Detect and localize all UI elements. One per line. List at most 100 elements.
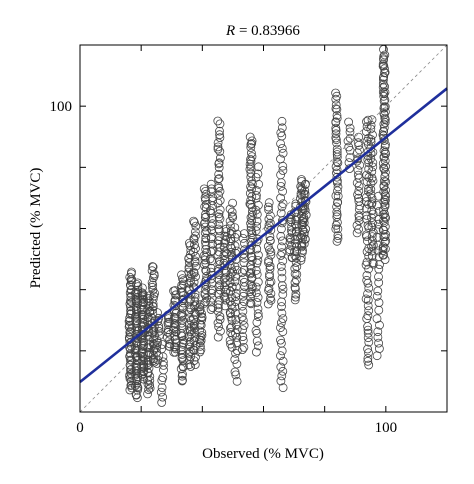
- data-point: [206, 187, 216, 197]
- data-point: [178, 362, 188, 372]
- data-point: [379, 133, 389, 143]
- data-point: [378, 79, 388, 89]
- data-point: [300, 234, 310, 244]
- identity-line: [79, 44, 448, 413]
- data-point: [147, 319, 157, 329]
- data-point: [230, 262, 240, 272]
- data-point: [197, 331, 207, 340]
- data-point: [214, 169, 224, 179]
- data-point: [277, 123, 287, 133]
- data-point: [278, 289, 288, 299]
- data-point: [266, 250, 276, 260]
- data-point: [363, 295, 373, 305]
- data-point: [245, 132, 255, 142]
- data-point: [251, 347, 261, 357]
- data-point: [266, 289, 276, 299]
- data-point: [251, 265, 261, 275]
- data-point: [380, 113, 390, 123]
- data-point: [295, 194, 305, 204]
- data-point: [227, 211, 237, 221]
- data-point: [253, 341, 263, 351]
- data-point: [254, 162, 263, 172]
- data-point: [143, 368, 153, 378]
- data-point: [378, 242, 388, 252]
- data-point: [188, 345, 198, 355]
- data-point: [238, 325, 248, 335]
- data-point: [227, 207, 237, 217]
- data-point: [163, 325, 173, 335]
- data-point: [190, 240, 199, 250]
- data-point: [278, 356, 288, 366]
- data-point: [292, 262, 302, 272]
- data-point: [184, 238, 194, 248]
- data-point: [363, 311, 373, 321]
- data-point: [380, 50, 390, 60]
- data-point: [247, 216, 257, 226]
- data-point: [189, 327, 199, 337]
- data-point: [367, 242, 377, 252]
- data-point: [264, 256, 274, 266]
- data-point: [379, 250, 389, 260]
- data-point: [367, 167, 377, 177]
- data-point: [264, 283, 274, 293]
- data-point: [226, 286, 236, 296]
- data-point: [213, 332, 223, 342]
- data-point: [133, 278, 143, 288]
- data-point: [238, 315, 248, 325]
- data-point: [363, 344, 373, 354]
- data-point: [333, 182, 343, 192]
- data-point: [276, 139, 286, 149]
- data-point: [332, 172, 342, 182]
- data-point: [190, 256, 200, 266]
- data-point: [332, 147, 342, 157]
- data-point: [154, 326, 164, 336]
- data-point: [251, 326, 261, 336]
- data-point: [362, 204, 371, 214]
- data-point: [156, 387, 166, 397]
- data-point: [264, 220, 274, 230]
- data-point: [277, 273, 287, 283]
- data-point: [195, 300, 205, 310]
- data-point: [147, 266, 157, 276]
- data-point: [366, 178, 376, 188]
- data-point: [276, 154, 285, 164]
- data-point: [138, 336, 148, 346]
- data-point: [379, 176, 389, 186]
- data-point: [364, 348, 373, 358]
- data-point: [290, 278, 300, 288]
- data-point: [300, 205, 310, 215]
- data-point: [145, 291, 155, 301]
- data-point: [220, 231, 230, 241]
- data-point: [301, 179, 310, 189]
- data-point: [195, 306, 205, 316]
- data-point: [201, 212, 211, 222]
- data-point: [380, 255, 390, 265]
- data-point: [276, 362, 286, 372]
- data-point: [332, 150, 342, 159]
- data-point: [139, 304, 149, 314]
- data-point: [265, 264, 275, 274]
- data-point: [201, 240, 211, 250]
- data-point: [276, 231, 286, 241]
- data-point: [276, 170, 286, 180]
- data-point: [333, 197, 343, 207]
- data-point: [299, 239, 309, 249]
- data-point: [378, 246, 388, 256]
- title-r-symbol: R: [225, 23, 235, 39]
- data-point: [157, 398, 167, 407]
- data-point: [246, 195, 256, 205]
- points-layer: [124, 45, 391, 407]
- data-point: [215, 315, 225, 324]
- data-point: [264, 205, 274, 215]
- data-point: [366, 124, 376, 134]
- data-point: [230, 271, 240, 281]
- data-point: [290, 269, 300, 279]
- data-point: [345, 123, 355, 133]
- data-point: [228, 267, 238, 277]
- data-point: [214, 209, 224, 219]
- data-point: [278, 366, 288, 376]
- data-point: [277, 302, 286, 311]
- data-point: [290, 295, 300, 305]
- data-point: [343, 136, 353, 146]
- data-point: [277, 236, 287, 246]
